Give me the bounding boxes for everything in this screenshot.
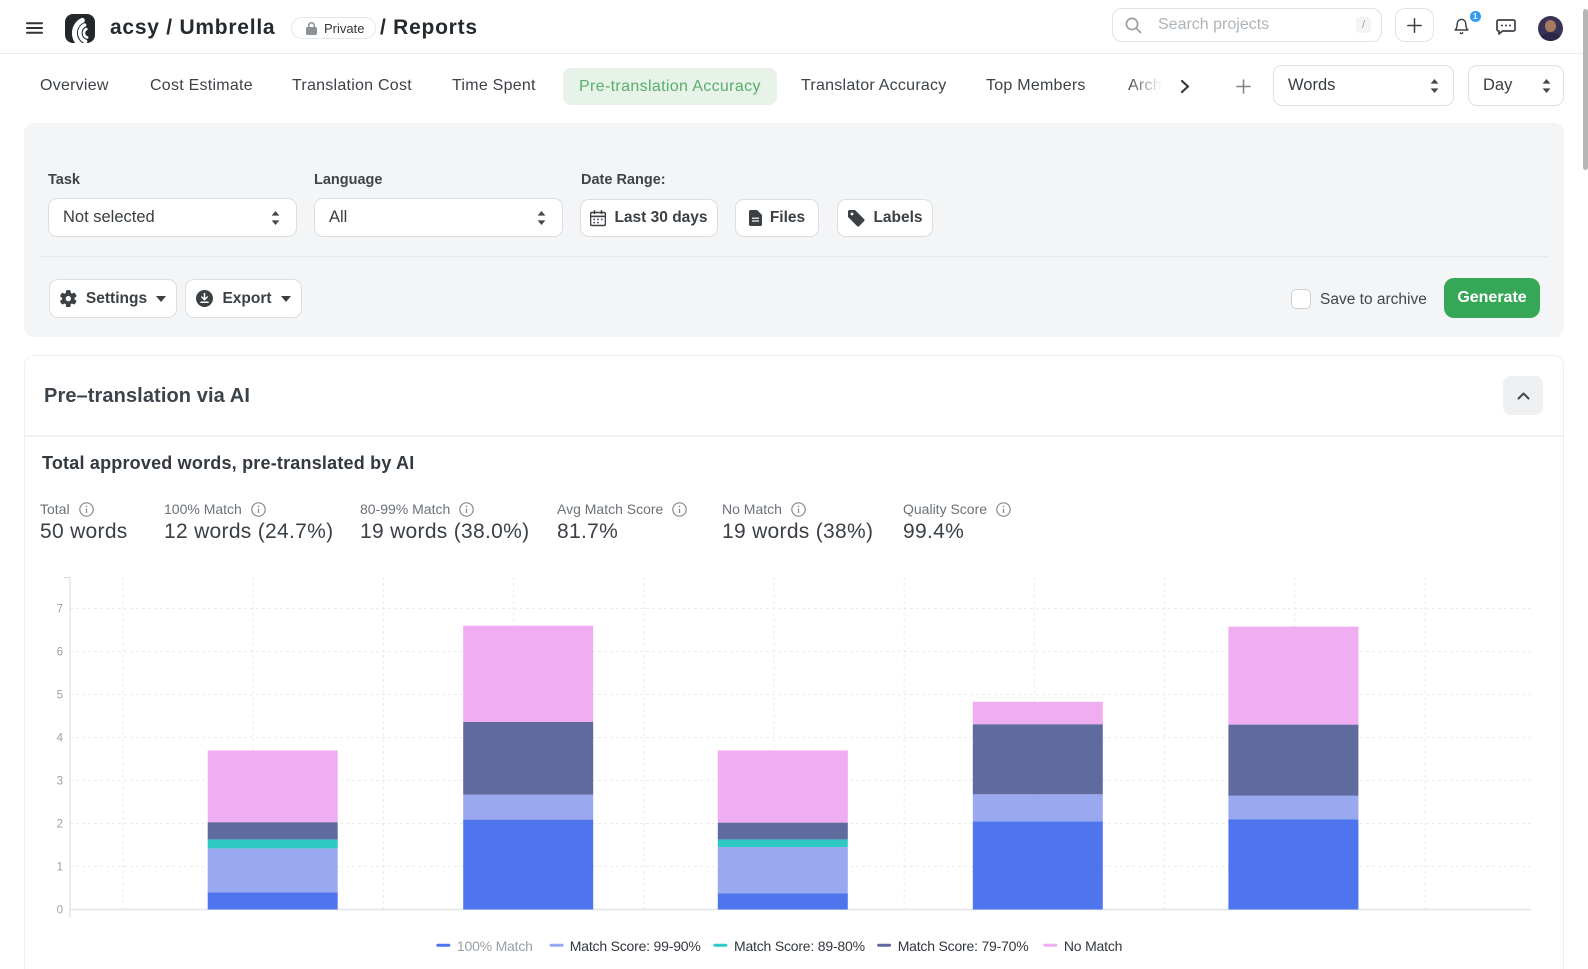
svg-text:4: 4: [57, 733, 64, 745]
svg-text:No Match: No Match: [1064, 938, 1122, 954]
svg-text:7: 7: [57, 604, 63, 616]
svg-text:1: 1: [57, 862, 63, 874]
svg-text:100% Match: 100% Match: [457, 938, 533, 954]
svg-text:2: 2: [57, 819, 63, 831]
svg-text:6: 6: [57, 647, 63, 659]
svg-text:3: 3: [57, 776, 63, 788]
svg-text:0: 0: [57, 905, 63, 917]
svg-text:Match Score: 99-90%: Match Score: 99-90%: [570, 938, 701, 954]
svg-text:5: 5: [57, 690, 63, 702]
svg-text:Match Score: 79-70%: Match Score: 79-70%: [898, 938, 1029, 954]
svg-text:Match Score: 89-80%: Match Score: 89-80%: [734, 938, 865, 954]
